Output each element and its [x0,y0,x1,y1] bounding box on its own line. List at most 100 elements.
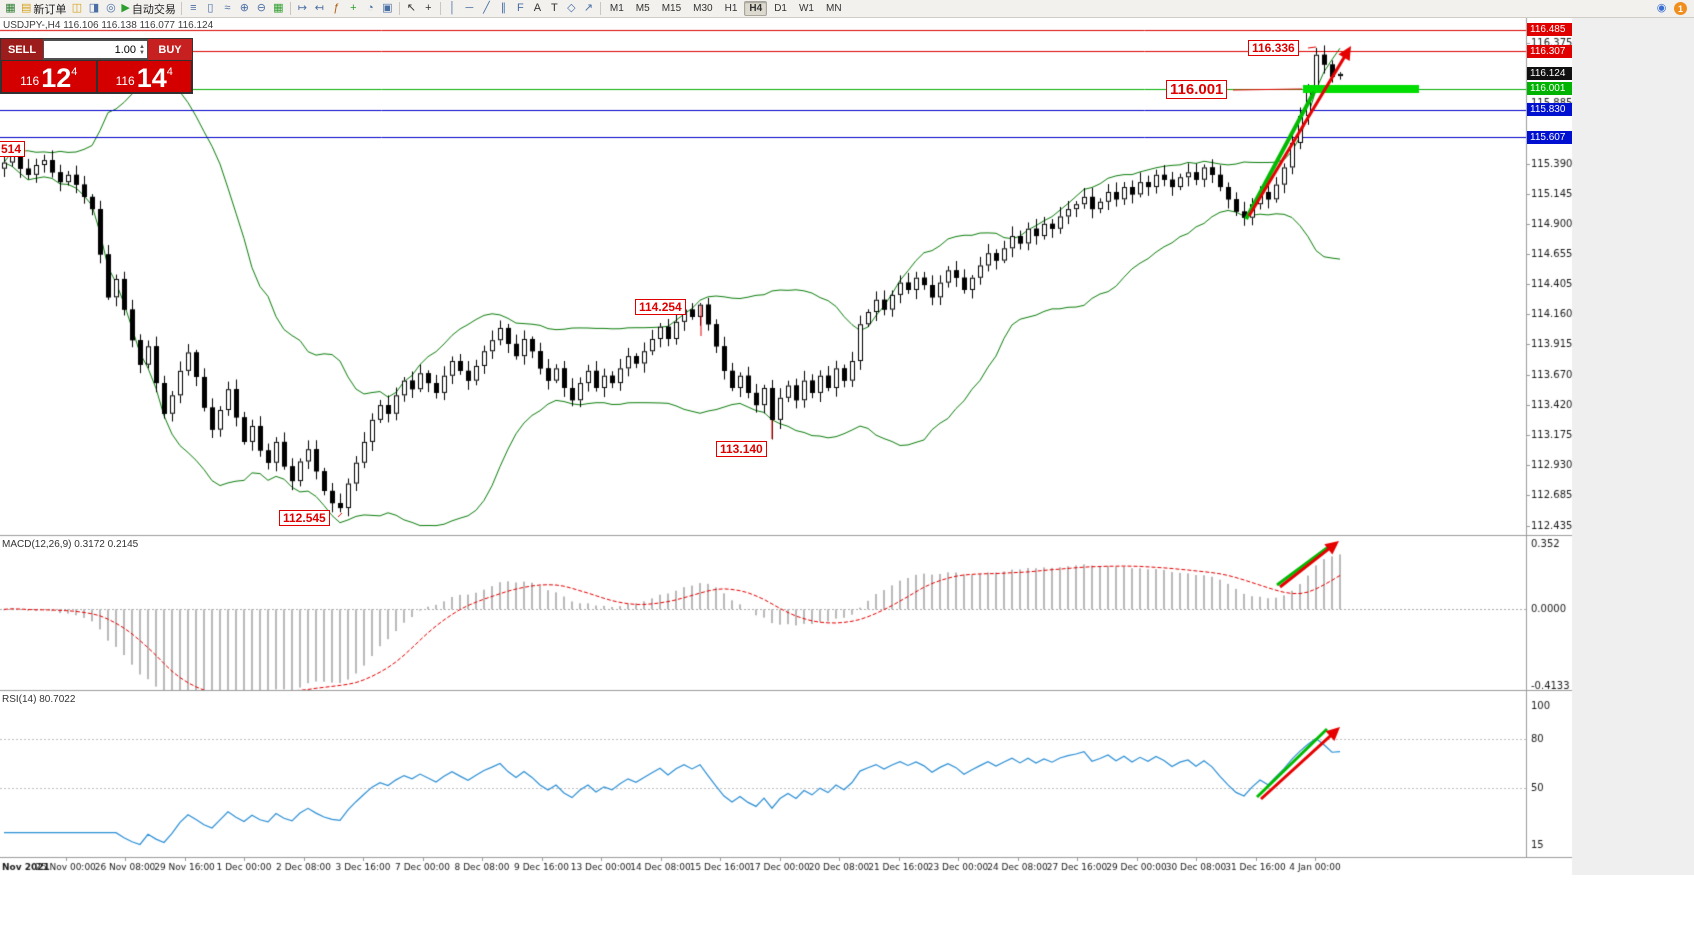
text-icon[interactable]: A [529,1,546,17]
buy-price-button[interactable]: 116 14 4 [97,61,191,93]
horizontal-line-icon[interactable]: ─ [461,1,478,17]
toolbar-separator [398,2,400,15]
toolbar-separator [180,2,182,15]
cursor-icon[interactable]: ↖ [403,1,420,17]
periods-icon: ◔ [367,2,374,14]
charts-window-icon: ◨ [88,2,100,14]
volume-value: 1.00 [114,43,137,56]
rsi-indicator-label: RSI(14) 80.7022 [2,694,76,705]
label-icon[interactable]: T [546,1,563,17]
cursor-icon: ↖ [406,2,416,14]
volume-spinner[interactable]: ▲ ▼ [139,44,145,56]
toolbar-button-groups: ▦ ▤ 新订单 ◫ ◨ ◎ ▶ 自动交易 ≡ ▯ ≈ ⊕ ⊖ ▦ ↦ ↤ ƒ + ◔ ▣ ↖ + │ ─ ╱ ∥ F A T ◇ ↗ [2,1,597,17]
arrows-icon[interactable]: ↗ [580,1,597,17]
chart-title: USDJPY-,H4 116.106 116.138 116.077 116.1… [3,20,214,31]
new-order-button[interactable]: ▤ 新订单 [19,1,68,17]
search-icon[interactable]: ◉ [1653,1,1670,17]
price-axis-marker: 115.830 [1527,103,1572,117]
price-callout-116001[interactable]: 116.001 [1166,80,1228,99]
channel-icon: ∥ [500,2,507,14]
price-callout-116336[interactable]: 116.336 [1248,40,1299,56]
timeframe-mn-button[interactable]: MN [825,3,842,14]
auto-trading-button[interactable]: ▶ 自动交易 [119,1,177,17]
arrows-icon: ↗ [583,2,593,14]
tile-windows-icon: ▦ [273,2,284,14]
candlestick-mode-icon: ▯ [207,2,214,14]
timeframe-m30-button[interactable]: M30 [693,3,713,14]
sound-icon: ◎ [106,2,116,14]
price-axis-marker: 116.485 [1527,23,1572,37]
sell-price-big: 12 [41,63,72,93]
timeframe-m5-button[interactable]: M5 [635,3,650,14]
search-icon: ◉ [1656,2,1667,14]
volume-input[interactable]: 1.00 ▲ ▼ [44,41,147,58]
timeframe-h4-button[interactable]: H4 [744,1,768,16]
toolbar-right: ◉ 1 [1653,1,1692,17]
trade-panel-top-row: SELL 1.00 ▲ ▼ BUY [1,39,192,60]
chart-shift-icon[interactable]: ↤ [311,1,328,17]
buy-price-main: 116 [115,74,135,88]
zoom-in-icon[interactable]: ⊕ [236,1,253,17]
shapes-icon[interactable]: ◇ [563,1,580,17]
buy-button[interactable]: BUY [148,39,192,60]
indicators-icon[interactable]: ƒ [328,1,345,17]
bar-chart-mode-icon[interactable]: ≡ [185,1,202,17]
buy-price-big: 14 [136,63,167,93]
price-callout-115514[interactable]: 514 [0,141,26,157]
timeframe-h1-button[interactable]: H1 [724,3,738,14]
toolbar-separator [289,2,291,15]
auto-scroll-icon[interactable]: ↦ [294,1,311,17]
one-click-trading-panel: SELL 1.00 ▲ ▼ BUY 116 12 4 116 14 4 [0,38,193,94]
price-axis-marker: 116.001 [1527,82,1572,96]
trade-panel-price-row: 116 12 4 116 14 4 [1,60,192,93]
auto-scroll-icon: ↦ [297,2,307,14]
periods-icon[interactable]: ◔ [362,1,379,17]
channel-icon[interactable]: ∥ [495,1,512,17]
zoom-out-icon[interactable]: ⊖ [253,1,270,17]
price-callout-114254[interactable]: 114.254 [635,299,686,315]
crosshair-icon: + [425,2,432,14]
candlestick-mode-icon[interactable]: ▯ [202,1,219,17]
indicators-icon: ƒ [333,2,340,14]
timeframe-d1-button[interactable]: D1 [774,3,787,14]
charts-window-icon[interactable]: ◨ [85,1,102,17]
trendline-icon[interactable]: ╱ [478,1,495,17]
volume-down-icon[interactable]: ▼ [139,49,145,56]
vertical-line-icon[interactable]: │ [444,1,461,17]
shapes-icon: ◇ [567,2,576,14]
price-callout-112545[interactable]: 112.545 [279,510,330,526]
templates-icon[interactable]: ▣ [379,1,396,17]
timeframe-w1-button[interactable]: W1 [798,3,814,14]
tile-windows-icon[interactable]: ▦ [270,1,287,17]
sell-price-button[interactable]: 116 12 4 [2,61,96,92]
new-chart-icon[interactable]: ▦ [2,1,19,17]
zoom-out-icon: ⊖ [256,2,266,14]
main-toolbar: ▦ ▤ 新订单 ◫ ◨ ◎ ▶ 自动交易 ≡ ▯ ≈ ⊕ ⊖ ▦ ↦ ↤ ƒ + ◔ ▣ ↖ + │ ─ ╱ ∥ F A T ◇ ↗ M1 M… [0,0,1694,18]
toolbar-separator [599,2,601,15]
templates-icon: ▣ [382,2,393,14]
chart-canvas[interactable] [0,18,1694,875]
add-indicator-icon[interactable]: + [345,1,362,17]
timeframe-m1-button[interactable]: M1 [609,3,624,14]
sell-button[interactable]: SELL [1,39,43,60]
balance-icon[interactable]: ◫ [68,1,85,17]
price-axis-marker: 116.307 [1527,44,1572,58]
line-chart-mode-icon: ≈ [224,2,231,14]
vertical-line-icon: │ [448,2,456,14]
toolbar-separator [439,2,441,15]
volume-up-icon[interactable]: ▲ [139,43,145,50]
add-indicator-icon: + [350,2,357,14]
price-axis-marker: 115.607 [1527,130,1572,144]
label-icon: T [551,2,558,14]
fibonacci-icon[interactable]: F [512,1,529,17]
sound-icon[interactable]: ◎ [102,1,119,17]
trendline-icon: ╱ [483,2,490,14]
line-chart-mode-icon[interactable]: ≈ [219,1,236,17]
timeframe-m15-button[interactable]: M15 [661,3,682,14]
notification-badge[interactable]: 1 [1674,2,1687,15]
crosshair-icon[interactable]: + [420,1,437,17]
price-callout-113140[interactable]: 113.140 [716,441,767,457]
price-axis-marker: 116.124 [1527,67,1572,81]
